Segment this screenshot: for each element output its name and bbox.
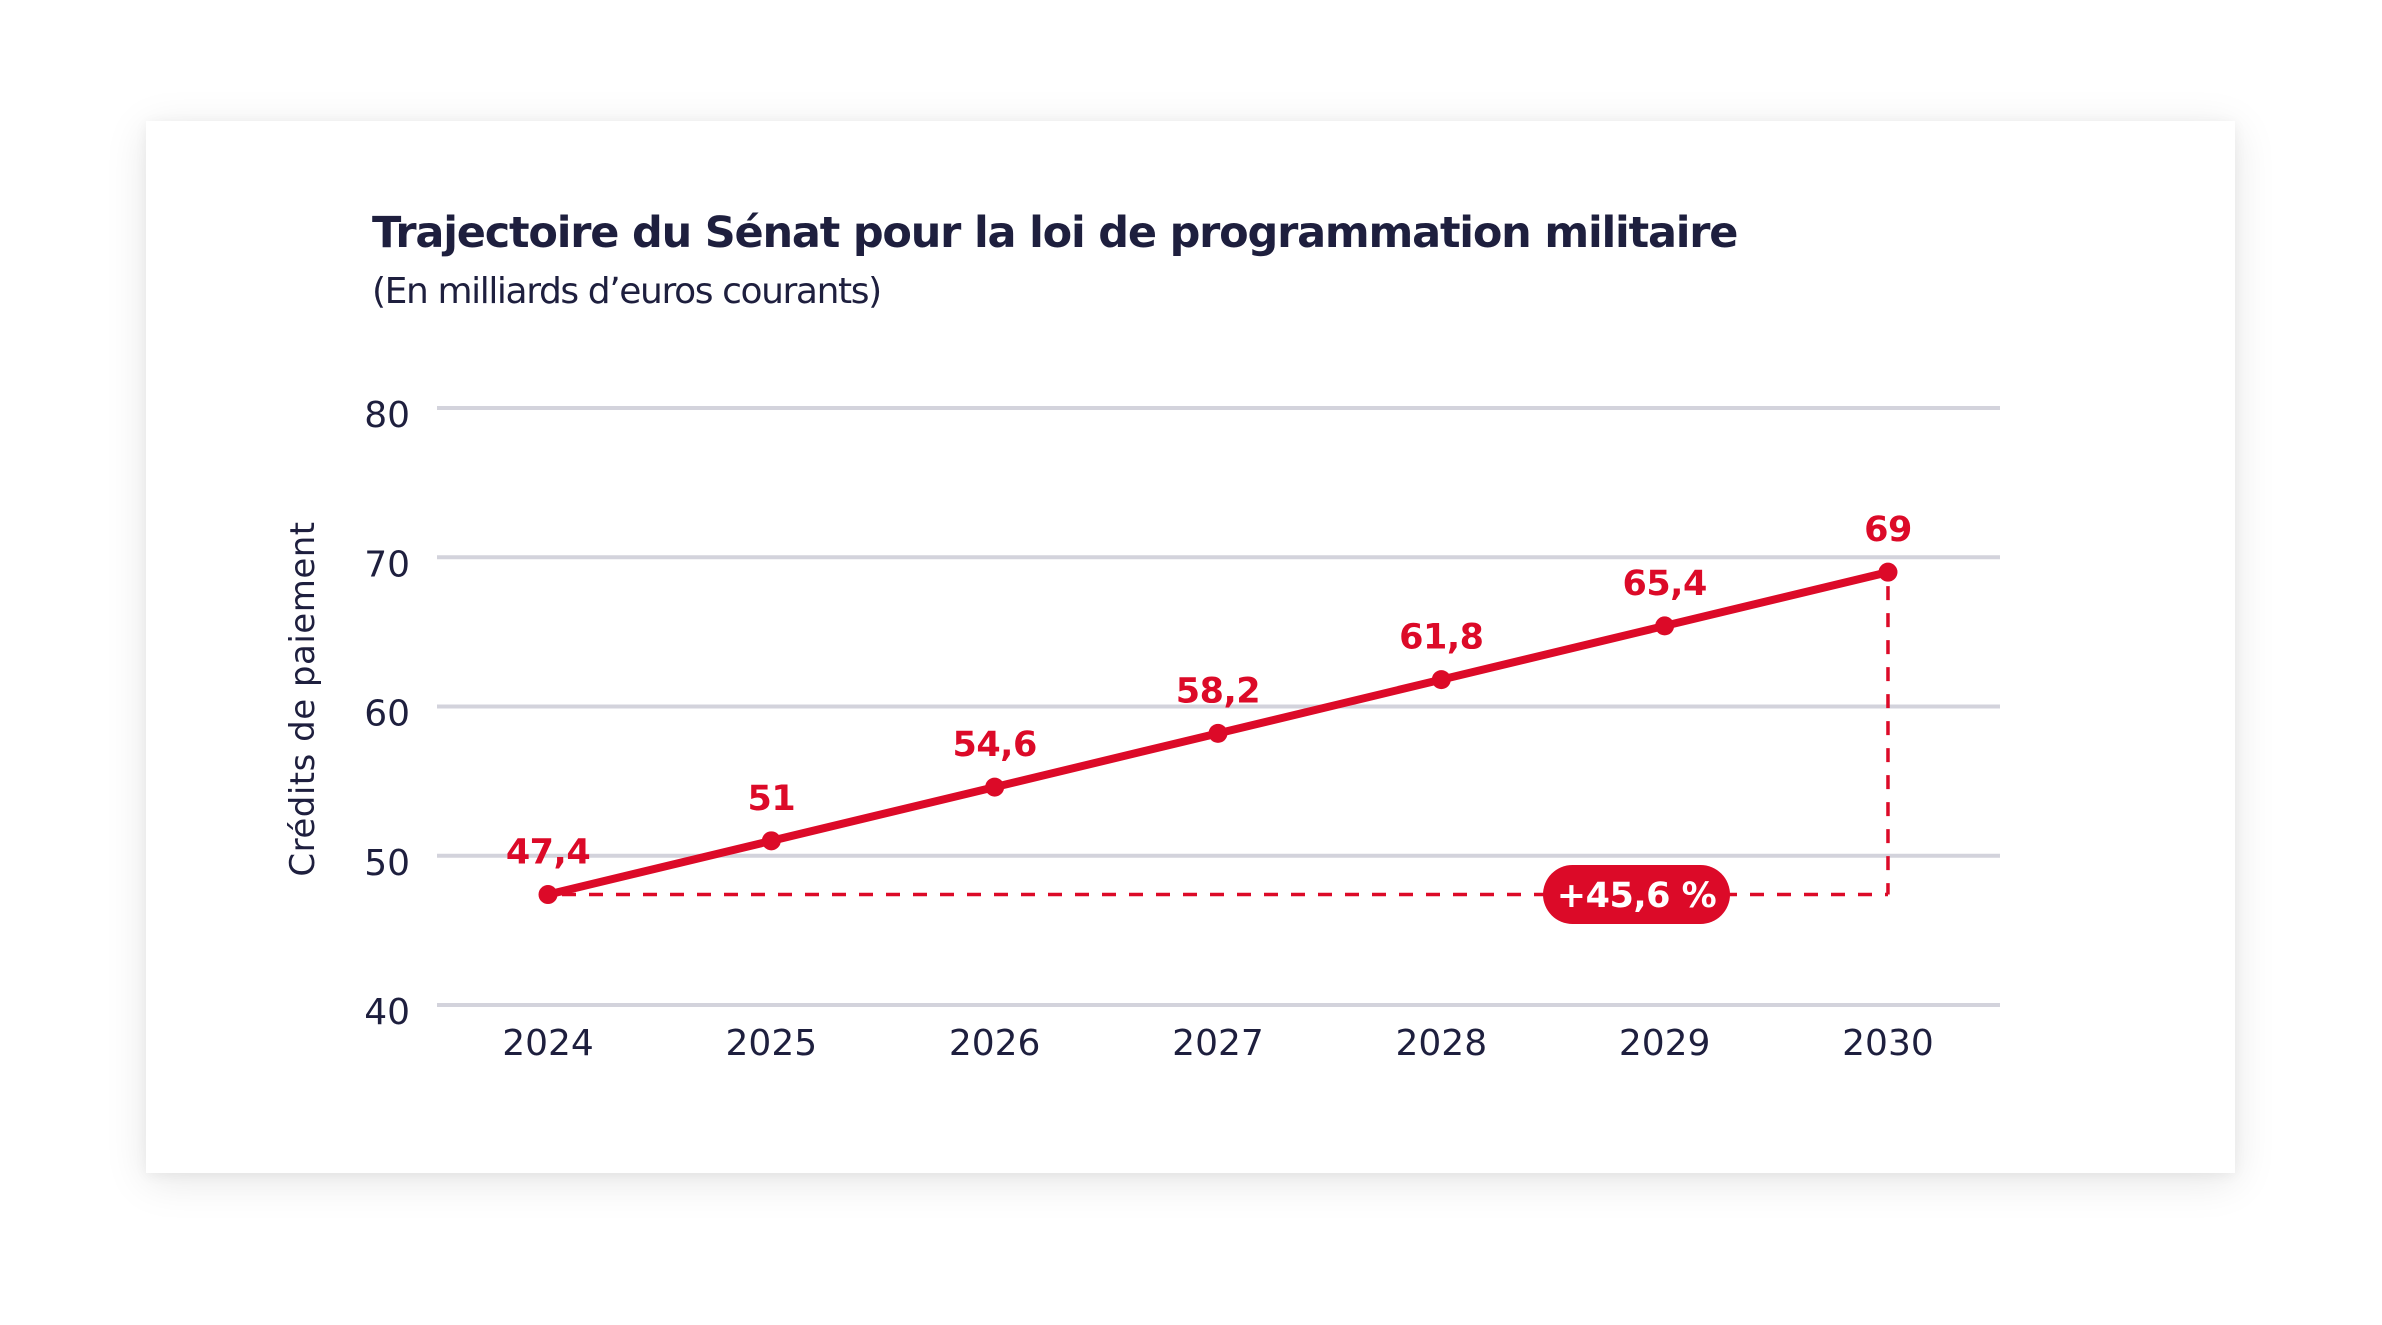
y-axis-title: Crédits de paiement — [283, 521, 323, 876]
data-label-2028: 61,8 — [1399, 618, 1483, 658]
data-label-2029: 65,4 — [1622, 564, 1706, 604]
chart-title: Trajectoire du Sénat pour la loi de prog… — [372, 208, 1738, 258]
data-label-2027: 58,2 — [1176, 671, 1260, 711]
growth-badge-label: +45,6 % — [1557, 876, 1716, 916]
growth-reference-lines — [562, 586, 1890, 897]
data-point-2030 — [1878, 562, 1898, 582]
data-point-2029 — [1655, 616, 1675, 636]
data-point-2027 — [1208, 723, 1228, 743]
y-tick-label: 60 — [364, 694, 410, 735]
y-tick-label: 50 — [364, 843, 410, 884]
x-tick-label: 2029 — [1619, 1023, 1711, 1064]
chart-subtitle: (En milliards d’euros courants) — [372, 271, 882, 312]
y-tick-label: 80 — [364, 395, 410, 436]
growth-badge: +45,6 % — [1543, 865, 1730, 924]
data-point-2028 — [1431, 670, 1451, 690]
data-point-2025 — [761, 831, 781, 851]
growth-badge-background — [1543, 865, 1730, 924]
x-tick-label: 2030 — [1842, 1023, 1934, 1064]
data-label-2026: 54,6 — [952, 725, 1036, 765]
x-tick-label: 2024 — [502, 1023, 594, 1064]
y-tick-label: 70 — [364, 544, 410, 585]
y-tick-label: 40 — [364, 992, 410, 1033]
data-label-2025: 51 — [747, 779, 795, 819]
data-point-2024 — [538, 885, 558, 905]
data-point-2026 — [985, 777, 1005, 797]
x-tick-label: 2025 — [726, 1023, 818, 1064]
x-axis-ticks: 2024 2025 2026 2027 2028 2029 2030 — [502, 1023, 1934, 1064]
data-label-2030: 69 — [1864, 510, 1912, 550]
x-tick-label: 2027 — [1172, 1023, 1264, 1064]
x-tick-label: 2026 — [949, 1023, 1041, 1064]
x-tick-label: 2028 — [1396, 1023, 1488, 1064]
series: 47,4 51 54,6 58,2 61,8 65,4 69 — [506, 510, 1912, 905]
y-axis-ticks: 40 50 60 70 80 — [364, 395, 410, 1033]
data-label-2024: 47,4 — [506, 833, 590, 873]
